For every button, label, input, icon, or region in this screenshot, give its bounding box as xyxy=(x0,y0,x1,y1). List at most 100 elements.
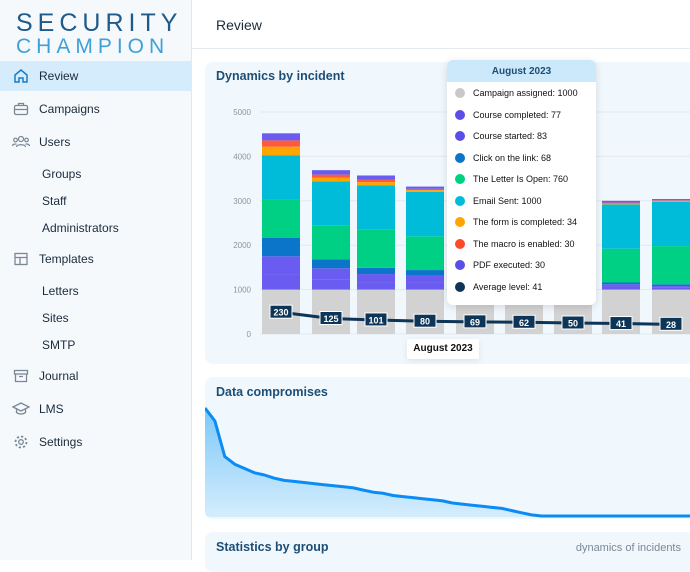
logo[interactable]: SECURITY CHAMPION xyxy=(16,10,186,60)
sidebar-item-groups[interactable]: Groups xyxy=(42,167,81,181)
bar-segment[interactable] xyxy=(357,185,395,229)
archive-icon xyxy=(12,367,30,385)
bar-segment[interactable] xyxy=(357,290,395,334)
bar-segment[interactable] xyxy=(357,268,395,274)
bar-segment[interactable] xyxy=(262,147,300,156)
legend-dot xyxy=(455,217,465,227)
bar-segment[interactable] xyxy=(312,181,350,225)
data-label: 101 xyxy=(368,315,383,325)
bar-segment[interactable] xyxy=(652,288,690,290)
bar-segment[interactable] xyxy=(652,202,690,246)
data-label: 230 xyxy=(273,308,288,318)
group-stats-card: Statistics by group dynamics of incident… xyxy=(205,532,690,572)
sidebar-item-smtp[interactable]: SMTP xyxy=(42,338,75,352)
sidebar-item-settings[interactable]: Settings xyxy=(0,427,191,457)
data-label: 28 xyxy=(666,320,676,330)
bar-segment[interactable] xyxy=(262,133,300,140)
users-icon xyxy=(12,133,30,151)
bar-segment[interactable] xyxy=(262,156,300,200)
sidebar-item-letters[interactable]: Letters xyxy=(42,284,79,298)
legend-dot xyxy=(455,131,465,141)
bar-segment[interactable] xyxy=(357,175,395,179)
tooltip-row-label: Course started: 83 xyxy=(473,131,547,141)
bar-segment[interactable] xyxy=(602,282,640,284)
y-tick-label: 5000 xyxy=(233,108,251,117)
bar-segment[interactable] xyxy=(406,192,444,236)
bar-segment[interactable] xyxy=(262,256,300,274)
sidebar-item-templates[interactable]: Templates xyxy=(0,244,191,274)
bar-segment[interactable] xyxy=(652,199,690,200)
bar-segment[interactable] xyxy=(602,203,640,204)
bar-segment[interactable] xyxy=(406,190,444,192)
bar-segment[interactable] xyxy=(312,280,350,290)
tooltip-row-label: Course completed: 77 xyxy=(473,110,561,120)
bar-segment[interactable] xyxy=(357,179,395,182)
tooltip-row: Course completed: 77 xyxy=(455,110,561,120)
legend-dot xyxy=(455,110,465,120)
data-label: 41 xyxy=(616,319,626,329)
sidebar-item-staff[interactable]: Staff xyxy=(42,194,66,208)
bar-segment[interactable] xyxy=(406,270,444,276)
bar-segment[interactable] xyxy=(357,182,395,185)
data-label: 125 xyxy=(323,314,338,324)
y-tick-label: 2000 xyxy=(233,241,251,250)
bar-segment[interactable] xyxy=(652,286,690,288)
tooltip-row: Average level: 41 xyxy=(455,282,542,292)
bar-segment[interactable] xyxy=(357,230,395,268)
bar-segment[interactable] xyxy=(602,287,640,290)
bar-segment[interactable] xyxy=(312,175,350,178)
tooltip-row-label: Average level: 41 xyxy=(473,282,542,292)
bar-segment[interactable] xyxy=(357,283,395,290)
sidebar-item-sites[interactable]: Sites xyxy=(42,311,69,325)
y-tick-label: 0 xyxy=(247,330,252,339)
bar-segment[interactable] xyxy=(312,259,350,268)
legend-dot xyxy=(455,260,465,270)
tooltip-title: August 2023 xyxy=(447,60,596,82)
sidebar-item-review[interactable]: Review xyxy=(0,61,191,91)
bar-segment[interactable] xyxy=(312,178,350,182)
bar-segment[interactable] xyxy=(262,274,300,290)
sidebar: SECURITY CHAMPION Review Campaigns Users… xyxy=(0,0,192,560)
bar-segment[interactable] xyxy=(406,187,444,189)
tooltip-row: The Letter Is Open: 760 xyxy=(455,174,568,184)
bar-segment[interactable] xyxy=(357,274,395,283)
bar-segment[interactable] xyxy=(652,284,690,286)
data-label: 50 xyxy=(568,319,578,329)
bar-segment[interactable] xyxy=(602,284,640,287)
bar-segment[interactable] xyxy=(602,249,640,283)
bar-segment[interactable] xyxy=(312,170,350,174)
y-tick-label: 1000 xyxy=(233,286,251,295)
bar-segment[interactable] xyxy=(652,201,690,202)
bar-segment[interactable] xyxy=(652,246,690,284)
data-label: 80 xyxy=(420,317,430,327)
tooltip-row: Click on the link: 68 xyxy=(455,153,551,163)
bar-segment[interactable] xyxy=(262,238,300,257)
bar-segment[interactable] xyxy=(312,268,350,280)
sidebar-item-journal[interactable]: Journal xyxy=(0,361,191,391)
bar-segment[interactable] xyxy=(262,200,300,238)
compromises-title: Data compromises xyxy=(216,385,328,399)
templates-icon xyxy=(12,250,30,268)
bar-segment[interactable] xyxy=(602,204,640,248)
bar-segment[interactable] xyxy=(406,276,444,283)
sidebar-item-campaigns[interactable]: Campaigns xyxy=(0,94,191,124)
bar-segment[interactable] xyxy=(406,236,444,270)
bar-segment[interactable] xyxy=(406,189,444,190)
sidebar-item-lms[interactable]: LMS xyxy=(0,394,191,424)
dynamics-of-incidents-link[interactable]: dynamics of incidents xyxy=(576,542,681,554)
tooltip-row: Email Sent: 1000 xyxy=(455,196,542,206)
bar-segment[interactable] xyxy=(602,203,640,204)
sidebar-item-administrators[interactable]: Administrators xyxy=(42,221,119,235)
sidebar-item-users[interactable]: Users xyxy=(0,127,191,157)
bar-segment[interactable] xyxy=(262,140,300,146)
bar-segment[interactable] xyxy=(406,283,444,290)
bar-segment[interactable] xyxy=(312,226,350,260)
legend-dot xyxy=(455,174,465,184)
bar-segment[interactable] xyxy=(602,201,640,203)
gear-icon xyxy=(12,433,30,451)
tooltip-row: The form is completed: 34 xyxy=(455,217,577,227)
tooltip-row: PDF executed: 30 xyxy=(455,260,545,270)
tooltip-row: Course started: 83 xyxy=(455,131,547,141)
y-tick-label: 3000 xyxy=(233,197,251,206)
